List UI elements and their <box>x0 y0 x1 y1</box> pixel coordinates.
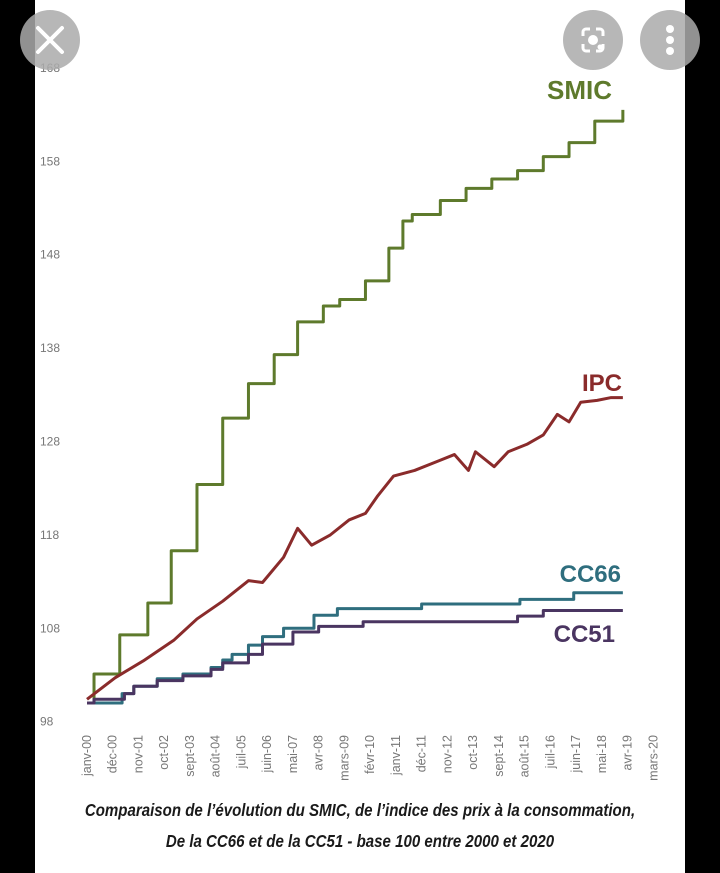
x-tick-label: déc-11 <box>415 735 429 772</box>
y-tick-label: 108 <box>40 621 60 635</box>
x-tick-label: janv-11 <box>389 735 403 776</box>
chart-title: Comparaison de l’évolution du SMIC, de l… <box>84 800 636 820</box>
x-tick-label: déc-00 <box>106 735 120 773</box>
x-tick-label: mars-20 <box>646 735 660 781</box>
close-button[interactable] <box>20 10 80 70</box>
x-tick-label: mai-18 <box>595 735 609 773</box>
close-icon <box>36 26 64 54</box>
x-tick-label: mars-09 <box>337 735 351 781</box>
x-tick-label: juil-16 <box>543 735 557 769</box>
x-tick-label: oct-13 <box>466 735 480 770</box>
x-tick-label: janv-00 <box>80 735 94 777</box>
lens-icon <box>581 27 605 53</box>
series-label-smic: SMIC <box>547 75 612 105</box>
x-tick-label: mai-07 <box>286 735 300 773</box>
series-label-ipc: IPC <box>582 370 622 397</box>
x-tick-label: juin-17 <box>569 735 583 774</box>
series-label-cc51: CC51 <box>554 621 615 648</box>
series-label-cc66: CC66 <box>560 561 621 588</box>
x-tick-label: févr-10 <box>363 735 377 774</box>
lens-button[interactable] <box>563 10 623 70</box>
more-options-button[interactable] <box>640 10 700 70</box>
x-tick-label: oct-02 <box>157 735 171 770</box>
series-line-smic <box>87 109 625 705</box>
y-tick-label: 128 <box>40 434 60 448</box>
x-tick-label: sept-14 <box>492 735 506 777</box>
y-tick-label: 158 <box>40 154 60 168</box>
series-line-cc51 <box>87 609 623 705</box>
x-tick-label: avr-08 <box>312 735 326 770</box>
image-panel <box>35 0 685 873</box>
x-tick-label: sept-03 <box>183 735 197 777</box>
y-tick-label: 98 <box>40 715 54 729</box>
chart-subtitle: De la CC66 et de la CC51 - base 100 entr… <box>165 831 555 851</box>
y-tick-label: 148 <box>40 248 60 262</box>
y-tick-label: 138 <box>40 341 60 355</box>
more-vert-icon <box>666 25 674 55</box>
series-line-ipc <box>86 396 623 701</box>
y-tick-label: 118 <box>40 528 59 542</box>
x-tick-label: juil-05 <box>234 735 248 769</box>
x-tick-label: août-04 <box>209 735 223 777</box>
x-tick-label: nov-12 <box>440 735 454 773</box>
x-tick-label: avr-19 <box>621 735 635 770</box>
x-tick-label: nov-01 <box>131 735 145 773</box>
x-tick-label: juin-06 <box>260 735 274 774</box>
x-tick-label: août-15 <box>518 735 532 777</box>
